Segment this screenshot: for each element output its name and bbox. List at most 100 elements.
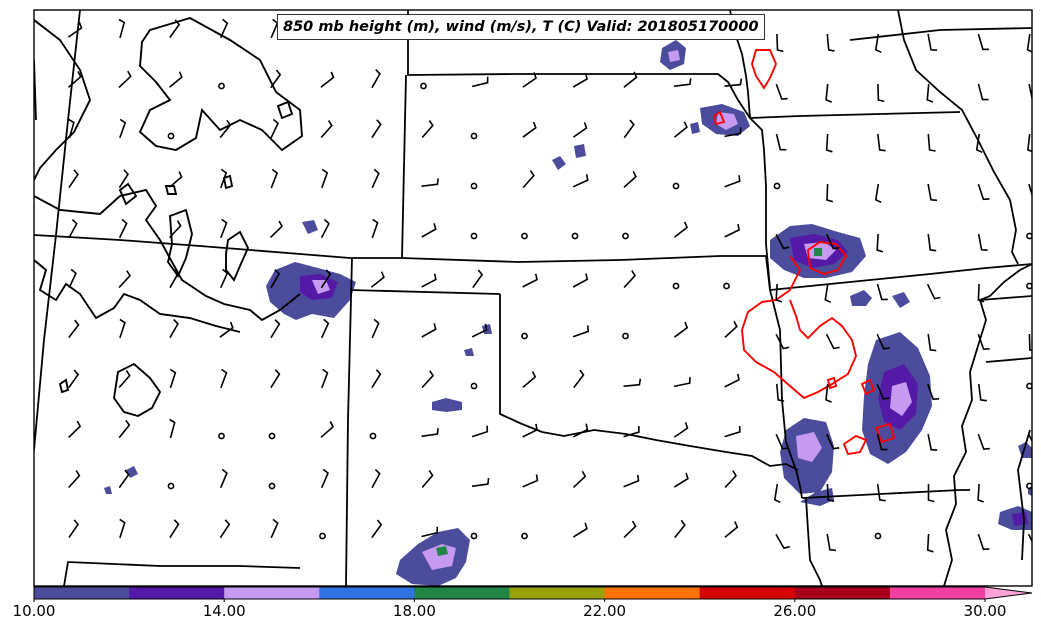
wind-barb	[623, 520, 637, 538]
wind-barb	[371, 69, 381, 89]
wind-barb	[68, 268, 77, 289]
calm-wind-circle	[1026, 282, 1032, 290]
temperature-contour-ar-small	[860, 378, 876, 396]
height-contour-layer	[34, 16, 303, 418]
wind-barb	[471, 478, 490, 488]
wind-barb	[68, 169, 79, 189]
shaded-blob-tx-ok	[432, 398, 462, 412]
border-tx-panhandle-east	[499, 294, 799, 471]
wind-barb	[673, 121, 688, 138]
wind-barb	[522, 474, 539, 488]
wind-barb	[977, 383, 987, 402]
wind-barb	[270, 518, 279, 539]
wind-barb	[119, 318, 126, 339]
wind-barb	[876, 233, 884, 253]
wind-barb	[825, 133, 833, 153]
temperature-contour-ks-small-2	[826, 376, 838, 390]
wind-barb	[876, 433, 888, 451]
wind-barb	[320, 269, 332, 289]
wind-barb	[724, 373, 740, 388]
height-contour-co-south	[34, 188, 301, 322]
wind-barb	[572, 122, 588, 138]
wind-barb	[1028, 183, 1032, 198]
wind-barb	[826, 483, 835, 502]
border-mo-ar	[769, 263, 1032, 291]
calm-wind-circle	[470, 382, 478, 390]
calm-wind-circle	[622, 232, 629, 240]
wind-barb	[623, 71, 638, 88]
temperature-contour-layer	[712, 49, 896, 456]
border-wy-co	[55, 10, 81, 236]
wind-barb	[874, 183, 882, 204]
temperature-contour-mo	[751, 49, 778, 90]
shaded-blob-tx-panhandle-green	[436, 546, 448, 556]
wind-barb	[169, 19, 181, 39]
wind-barb	[118, 70, 132, 88]
wind-barb	[927, 383, 940, 401]
border-tx-panhandle-north	[349, 289, 501, 295]
wind-barb	[825, 83, 832, 103]
border-ar-east	[943, 263, 1032, 586]
colorbar-tick-label: 14.00	[202, 602, 246, 620]
wind-barb	[321, 168, 329, 189]
wind-barb	[977, 83, 989, 101]
wind-barb	[522, 72, 537, 88]
wind-barb	[623, 474, 640, 488]
wind-barb	[118, 169, 130, 189]
wind-barb	[371, 519, 383, 539]
wind-barb	[371, 218, 379, 239]
border-ms-la	[1017, 429, 1031, 561]
colorbar-bin	[319, 587, 415, 599]
wind-barb	[1027, 533, 1032, 544]
wind-barb	[1027, 433, 1032, 443]
wind-barb	[118, 270, 132, 289]
shaded-blob-ar-small-2	[892, 292, 910, 308]
calm-wind-circle	[521, 232, 528, 240]
wind-barb	[775, 233, 790, 250]
height-contour-co-small-1	[118, 182, 138, 206]
wind-barb	[321, 368, 329, 389]
wind-barb	[270, 118, 279, 139]
calm-wind-circle	[622, 332, 629, 340]
wind-barb	[927, 484, 935, 503]
wind-barb	[168, 171, 183, 188]
wind-barb	[421, 370, 435, 389]
height-contour-wy	[34, 19, 92, 181]
wind-barb	[270, 220, 283, 238]
wind-barb	[118, 18, 126, 39]
calm-wind-circle	[672, 282, 680, 290]
wind-barb	[219, 18, 229, 39]
border-ia-mo	[749, 111, 961, 119]
shaded-blob-ms	[1018, 442, 1032, 458]
wind-barb	[977, 33, 989, 51]
wind-barb	[219, 119, 232, 139]
wind-barb	[673, 78, 692, 87]
wind-barb	[775, 333, 790, 350]
wind-barb	[371, 318, 380, 339]
calm-wind-circle	[268, 482, 276, 490]
border-ms-tn	[985, 357, 1032, 363]
wind-barb	[270, 269, 281, 289]
wind-barb	[270, 319, 281, 339]
wind-barb	[67, 22, 83, 38]
colorbar-bin	[509, 587, 606, 599]
wind-barb	[874, 33, 882, 54]
temperature-contour-ar-line	[842, 434, 868, 456]
wind-barb	[623, 170, 637, 188]
calm-wind-circle	[672, 182, 680, 190]
colorbar-bin	[414, 587, 510, 599]
wind-barb	[320, 318, 330, 339]
wind-barb	[572, 522, 588, 538]
wind-barb	[572, 174, 589, 188]
wind-barb	[371, 168, 380, 189]
wind-barb	[775, 433, 789, 450]
wind-barb	[68, 420, 82, 438]
calm-wind-circle	[470, 232, 478, 240]
wind-barb	[169, 418, 176, 439]
wind-barb	[825, 333, 840, 350]
wind-barb	[471, 425, 489, 438]
calm-wind-circle	[470, 532, 478, 540]
wind-barb	[573, 369, 585, 389]
wind-barb	[421, 428, 439, 438]
wind-barb	[371, 369, 382, 389]
